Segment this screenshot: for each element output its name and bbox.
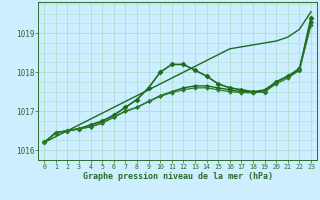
X-axis label: Graphe pression niveau de la mer (hPa): Graphe pression niveau de la mer (hPa): [83, 172, 273, 181]
